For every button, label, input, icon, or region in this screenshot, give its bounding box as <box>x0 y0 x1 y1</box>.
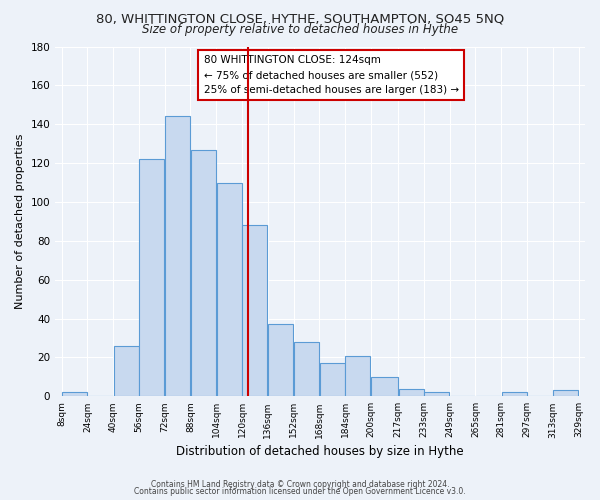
Bar <box>371 377 398 396</box>
Bar <box>165 116 190 396</box>
Bar <box>294 342 319 396</box>
Text: 80 WHITTINGTON CLOSE: 124sqm
← 75% of detached houses are smaller (552)
25% of s: 80 WHITTINGTON CLOSE: 124sqm ← 75% of de… <box>203 55 458 95</box>
Bar <box>553 390 578 396</box>
Bar <box>320 364 344 396</box>
Bar <box>268 324 293 396</box>
Bar <box>62 392 87 396</box>
Bar <box>424 392 449 396</box>
Bar <box>242 226 268 396</box>
Text: Contains HM Land Registry data © Crown copyright and database right 2024.: Contains HM Land Registry data © Crown c… <box>151 480 449 489</box>
X-axis label: Distribution of detached houses by size in Hythe: Distribution of detached houses by size … <box>176 444 464 458</box>
Bar <box>191 150 216 396</box>
Bar <box>113 346 139 397</box>
Y-axis label: Number of detached properties: Number of detached properties <box>15 134 25 309</box>
Bar <box>346 356 370 397</box>
Text: 80, WHITTINGTON CLOSE, HYTHE, SOUTHAMPTON, SO45 5NQ: 80, WHITTINGTON CLOSE, HYTHE, SOUTHAMPTO… <box>96 12 504 26</box>
Bar <box>139 159 164 396</box>
Text: Size of property relative to detached houses in Hythe: Size of property relative to detached ho… <box>142 22 458 36</box>
Bar <box>502 392 527 396</box>
Bar <box>217 182 242 396</box>
Bar <box>398 388 424 396</box>
Text: Contains public sector information licensed under the Open Government Licence v3: Contains public sector information licen… <box>134 487 466 496</box>
